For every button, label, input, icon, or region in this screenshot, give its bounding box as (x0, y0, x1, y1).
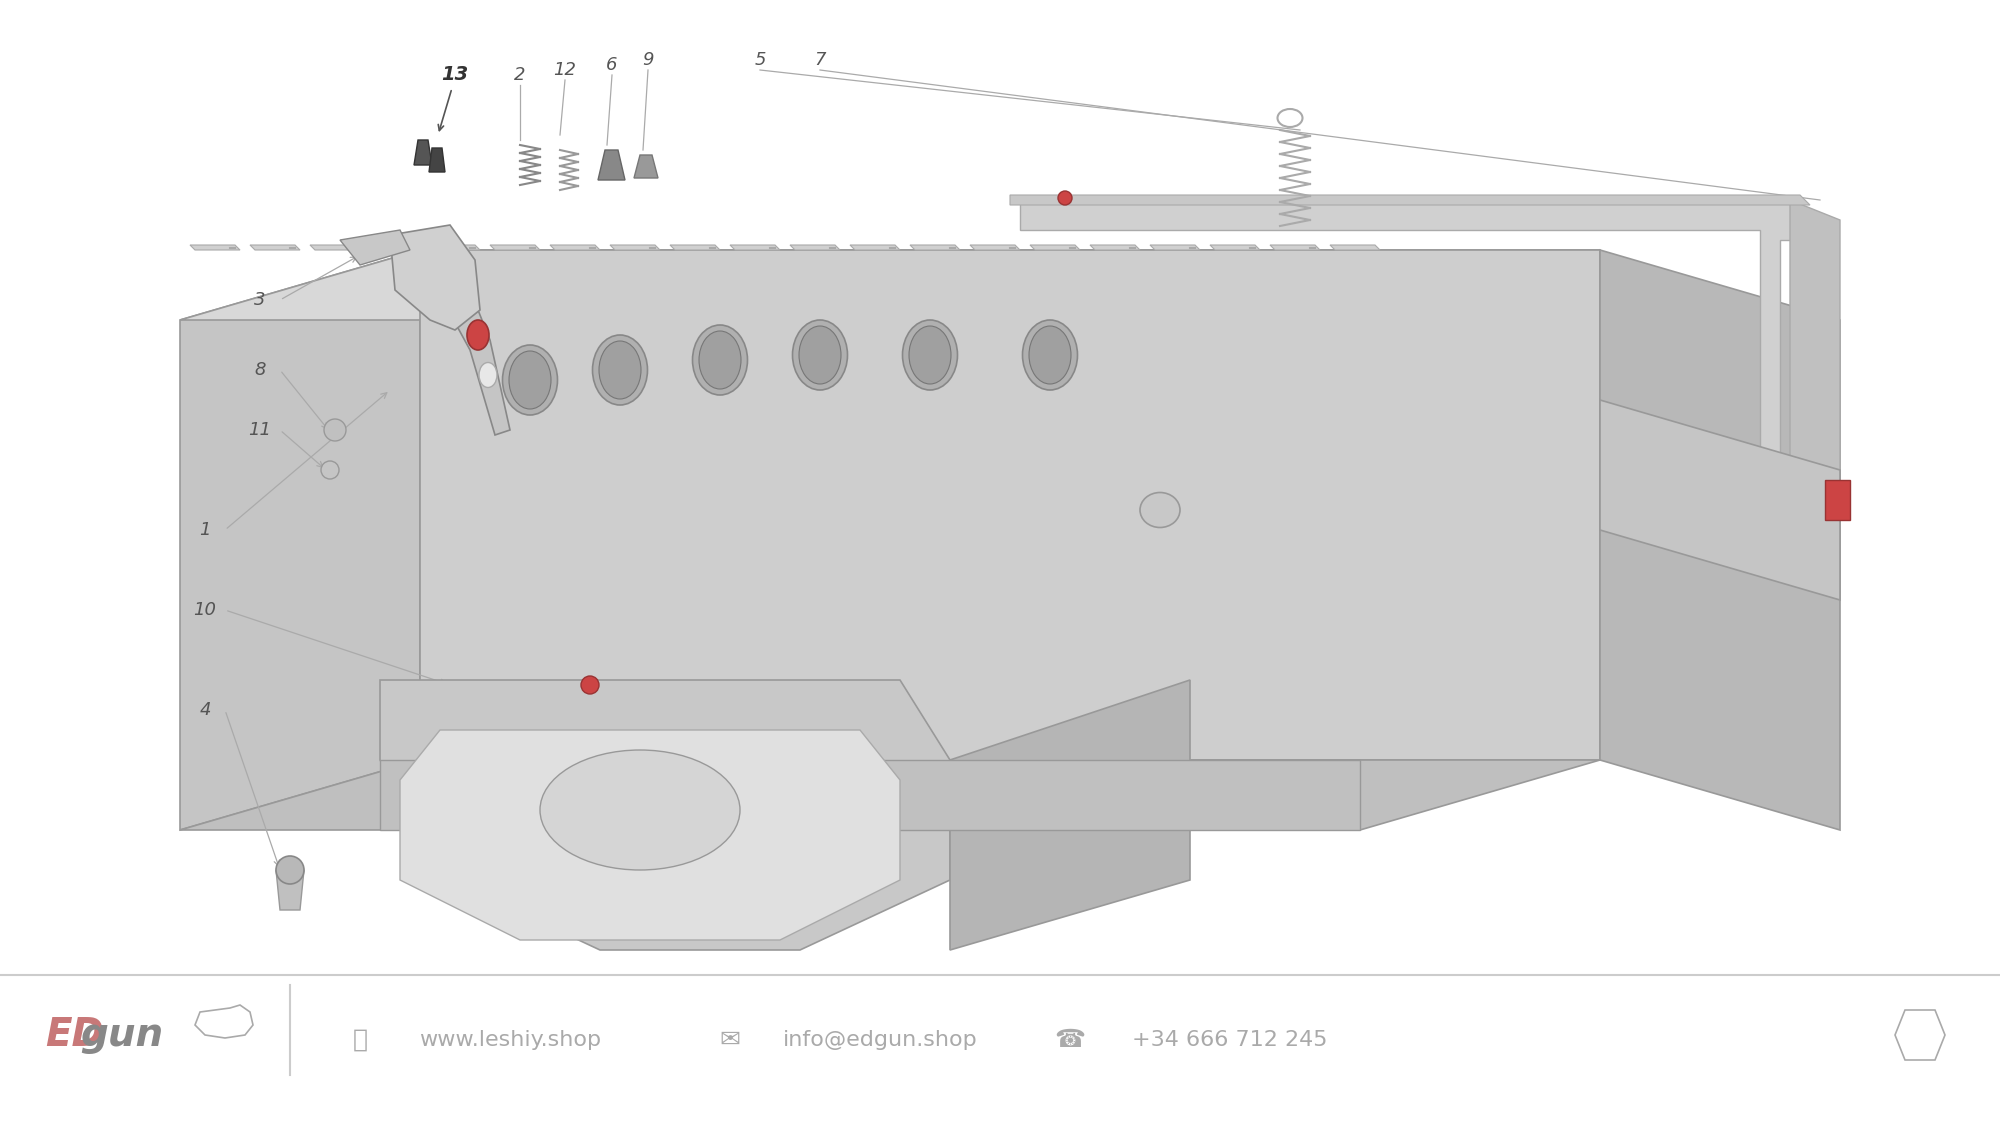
Text: 9: 9 (642, 51, 654, 69)
Ellipse shape (480, 362, 496, 387)
Text: 11: 11 (248, 421, 272, 439)
Text: ⌕: ⌕ (352, 1028, 368, 1052)
Ellipse shape (592, 335, 648, 405)
Polygon shape (180, 250, 1600, 320)
Polygon shape (670, 245, 720, 250)
Text: 13: 13 (442, 65, 468, 84)
Ellipse shape (580, 676, 600, 694)
Text: 8: 8 (254, 361, 266, 379)
Text: www.leshiy.shop: www.leshiy.shop (418, 1030, 602, 1050)
Ellipse shape (468, 319, 488, 350)
Text: 4: 4 (200, 701, 210, 719)
Polygon shape (180, 250, 420, 830)
Polygon shape (370, 245, 420, 250)
Polygon shape (950, 680, 1190, 950)
Ellipse shape (1140, 493, 1180, 528)
Text: 12: 12 (554, 61, 576, 79)
Polygon shape (1020, 200, 1800, 560)
Ellipse shape (1028, 326, 1072, 384)
Polygon shape (1600, 250, 1840, 830)
Polygon shape (310, 245, 360, 250)
Text: ✉: ✉ (720, 1028, 740, 1052)
Ellipse shape (540, 750, 740, 870)
Polygon shape (610, 245, 660, 250)
Polygon shape (428, 148, 444, 172)
Polygon shape (1600, 400, 1840, 600)
Polygon shape (1210, 245, 1260, 250)
Polygon shape (180, 760, 1600, 830)
Polygon shape (420, 250, 1600, 760)
Text: 3: 3 (254, 291, 266, 309)
Text: 6: 6 (606, 56, 618, 74)
Polygon shape (430, 245, 480, 250)
Polygon shape (414, 140, 432, 165)
Ellipse shape (600, 341, 640, 399)
Polygon shape (490, 245, 540, 250)
Text: info@edgun.shop: info@edgun.shop (782, 1030, 978, 1050)
Text: 5: 5 (754, 51, 766, 69)
Polygon shape (1824, 480, 1850, 520)
Text: +34 666 712 245: +34 666 712 245 (1132, 1030, 1328, 1050)
Text: ED: ED (46, 1016, 104, 1054)
Text: 1: 1 (200, 521, 210, 539)
Ellipse shape (1022, 319, 1078, 390)
Polygon shape (380, 680, 950, 950)
Text: gun: gun (80, 1016, 164, 1054)
Ellipse shape (324, 418, 346, 441)
Polygon shape (598, 150, 624, 180)
Polygon shape (400, 730, 900, 940)
Ellipse shape (502, 345, 558, 415)
Text: 2: 2 (514, 66, 526, 84)
Polygon shape (910, 245, 960, 250)
Polygon shape (790, 245, 840, 250)
Ellipse shape (800, 326, 840, 384)
Ellipse shape (320, 461, 340, 479)
Polygon shape (730, 245, 780, 250)
Polygon shape (380, 760, 1360, 830)
Ellipse shape (908, 326, 952, 384)
Polygon shape (634, 155, 658, 178)
Polygon shape (1270, 245, 1320, 250)
Text: 7: 7 (814, 51, 826, 69)
Polygon shape (440, 290, 510, 435)
Ellipse shape (700, 331, 740, 389)
Polygon shape (340, 229, 410, 266)
Polygon shape (190, 245, 240, 250)
Text: 10: 10 (194, 601, 216, 619)
Ellipse shape (1058, 191, 1072, 205)
Polygon shape (1790, 200, 1840, 570)
Ellipse shape (276, 856, 304, 884)
Polygon shape (250, 245, 300, 250)
Polygon shape (1090, 245, 1140, 250)
Polygon shape (390, 225, 480, 330)
Polygon shape (970, 245, 1020, 250)
Polygon shape (1010, 195, 1810, 205)
Polygon shape (1030, 245, 1080, 250)
Text: ☎: ☎ (1054, 1028, 1086, 1052)
Polygon shape (1330, 245, 1380, 250)
Ellipse shape (902, 319, 958, 390)
Polygon shape (550, 245, 600, 250)
Polygon shape (1150, 245, 1200, 250)
Ellipse shape (692, 325, 748, 395)
Polygon shape (276, 870, 304, 910)
Polygon shape (850, 245, 900, 250)
Ellipse shape (508, 351, 552, 410)
Ellipse shape (792, 319, 848, 390)
